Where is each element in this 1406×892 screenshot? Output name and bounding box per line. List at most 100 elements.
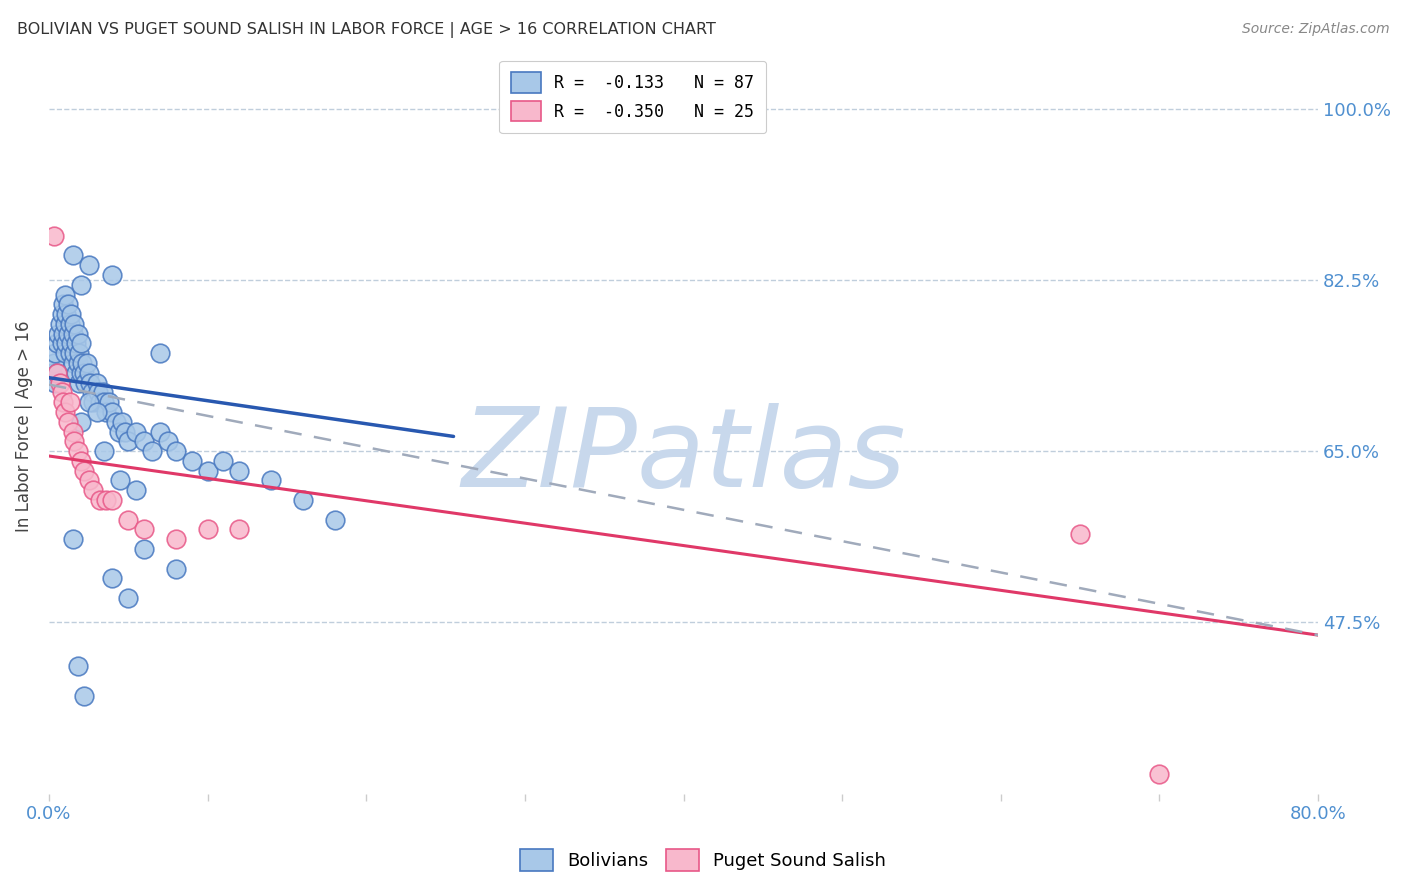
Point — [82, 395, 104, 409]
Point — [63, 317, 86, 331]
Point — [63, 346, 86, 360]
Point — [58, 346, 80, 360]
Point — [89, 395, 111, 409]
Point — [60, 307, 83, 321]
Point — [1069, 527, 1091, 541]
Point — [67, 376, 90, 390]
Point — [125, 425, 148, 439]
Point — [56, 297, 79, 311]
Point — [117, 591, 139, 605]
Point — [98, 395, 121, 409]
Point — [94, 405, 117, 419]
Point — [69, 454, 91, 468]
Point — [51, 307, 73, 321]
Point — [165, 561, 187, 575]
Point — [63, 434, 86, 449]
Point — [197, 523, 219, 537]
Point — [82, 483, 104, 498]
Legend: R =  -0.133   N = 87, R =  -0.350   N = 25: R = -0.133 N = 87, R = -0.350 N = 25 — [499, 61, 766, 133]
Point — [58, 317, 80, 331]
Point — [62, 326, 84, 341]
Point — [56, 326, 79, 341]
Point — [117, 434, 139, 449]
Point — [53, 405, 76, 419]
Point — [73, 689, 96, 703]
Text: Source: ZipAtlas.com: Source: ZipAtlas.com — [1241, 22, 1389, 37]
Point — [69, 415, 91, 429]
Point — [52, 326, 75, 341]
Point — [77, 474, 100, 488]
Point — [101, 493, 124, 508]
Point — [101, 571, 124, 585]
Point — [291, 493, 314, 508]
Point — [80, 385, 103, 400]
Point — [77, 258, 100, 272]
Point — [86, 376, 108, 390]
Point — [49, 376, 72, 390]
Point — [51, 336, 73, 351]
Point — [55, 307, 77, 321]
Point — [228, 464, 250, 478]
Point — [53, 346, 76, 360]
Point — [212, 454, 235, 468]
Point — [44, 346, 66, 360]
Point — [77, 395, 100, 409]
Point — [75, 376, 97, 390]
Point — [141, 444, 163, 458]
Point — [134, 523, 156, 537]
Point — [114, 425, 136, 439]
Point — [55, 336, 77, 351]
Point — [73, 464, 96, 478]
Point — [197, 464, 219, 478]
Point — [323, 513, 346, 527]
Point — [66, 326, 89, 341]
Point — [180, 454, 202, 468]
Point — [45, 366, 67, 380]
Point — [62, 425, 84, 439]
Point — [91, 385, 114, 400]
Point — [48, 326, 70, 341]
Point — [67, 346, 90, 360]
Point — [69, 336, 91, 351]
Point — [60, 336, 83, 351]
Point — [62, 532, 84, 546]
Point — [53, 287, 76, 301]
Point — [44, 376, 66, 390]
Point — [101, 405, 124, 419]
Y-axis label: In Labor Force | Age > 16: In Labor Force | Age > 16 — [15, 321, 32, 533]
Point — [58, 395, 80, 409]
Point — [56, 415, 79, 429]
Point — [111, 415, 134, 429]
Point — [134, 541, 156, 556]
Point — [156, 434, 179, 449]
Legend: Bolivians, Puget Sound Salish: Bolivians, Puget Sound Salish — [513, 842, 893, 879]
Point — [93, 395, 115, 409]
Point — [51, 385, 73, 400]
Point — [65, 366, 87, 380]
Text: BOLIVIAN VS PUGET SOUND SALISH IN LABOR FORCE | AGE > 16 CORRELATION CHART: BOLIVIAN VS PUGET SOUND SALISH IN LABOR … — [17, 22, 716, 38]
Point — [66, 659, 89, 673]
Point — [149, 346, 172, 360]
Point — [66, 356, 89, 370]
Point — [104, 415, 127, 429]
Point — [69, 366, 91, 380]
Point — [260, 474, 283, 488]
Point — [42, 228, 65, 243]
Point — [107, 425, 129, 439]
Text: ZIPatlas: ZIPatlas — [461, 402, 905, 509]
Point — [110, 474, 132, 488]
Point — [94, 493, 117, 508]
Point — [149, 425, 172, 439]
Point — [79, 376, 101, 390]
Point — [125, 483, 148, 498]
Point — [73, 366, 96, 380]
Point — [87, 385, 110, 400]
Point — [89, 493, 111, 508]
Point — [77, 366, 100, 380]
Point — [52, 395, 75, 409]
Point — [45, 366, 67, 380]
Point — [228, 523, 250, 537]
Point — [69, 277, 91, 292]
Point — [49, 317, 72, 331]
Point — [93, 444, 115, 458]
